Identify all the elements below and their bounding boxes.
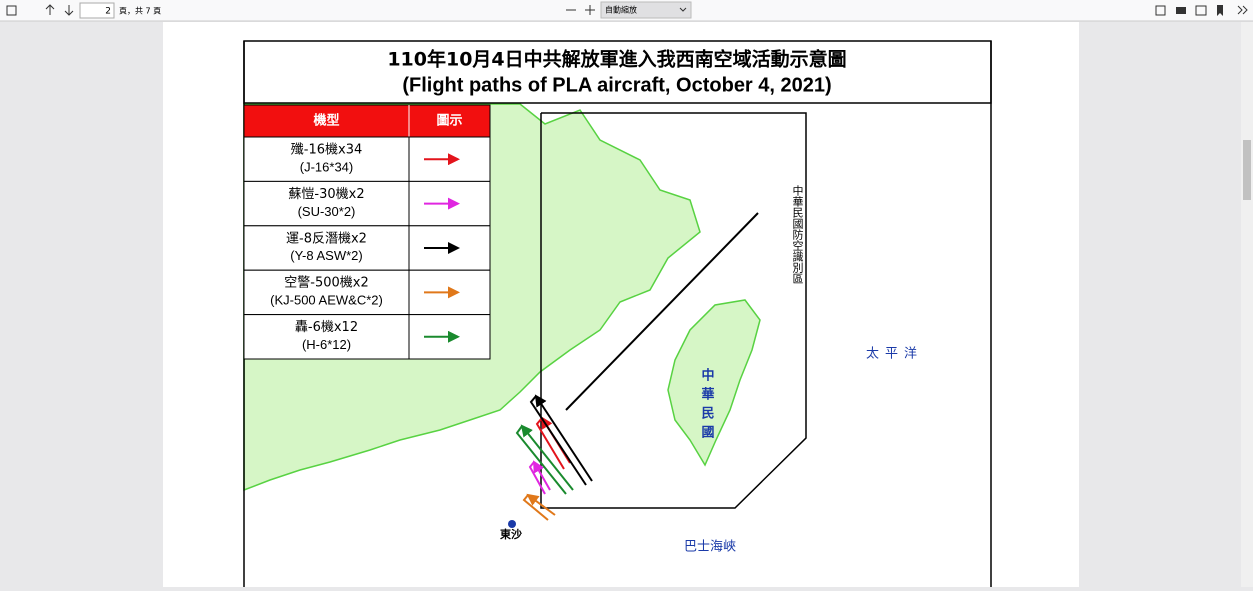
taiwan-label: 中華民國: [699, 367, 715, 444]
adiz-label: 中華民國防空識別區: [791, 185, 804, 284]
page-number: 2: [105, 7, 111, 17]
aircraft-name-en: (KJ-500 AEW&C*2): [270, 293, 383, 308]
aircraft-name-zh: 運-8反潛機x2: [286, 231, 367, 246]
zoom-caret: [679, 7, 687, 12]
next-page[interactable]: [64, 5, 74, 16]
aircraft-name-en: (J-16*34): [300, 159, 353, 174]
sidebar-toggle[interactable]: [6, 5, 17, 16]
prev-page[interactable]: [45, 4, 55, 15]
aircraft-name-en: (Y-8 ASW*2): [290, 248, 363, 263]
legend-header: [243, 104, 491, 138]
legend-header-text: 機型: [313, 113, 339, 129]
zoom-select[interactable]: [600, 1, 692, 19]
scroll-thumb[interactable]: [1243, 140, 1251, 200]
aircraft-name-en: (H-6*12): [302, 337, 351, 352]
flight-path: [520, 424, 574, 491]
aircraft-name-zh: 蘇愷-30機x2: [288, 187, 364, 202]
flight-path: [535, 417, 565, 470]
scrollbar: [1241, 22, 1253, 587]
dongsha-dot: [508, 520, 516, 528]
legend: 機型 圖示殲-16機x34(J-16*34) 蘇愷-30機x2 (SU-30*2) 運-…: [243, 104, 491, 360]
flight-path: [515, 425, 567, 495]
zoom-in[interactable]: [585, 5, 595, 15]
aircraft-name-zh: 空警-500機x2: [284, 275, 368, 291]
flight-path: [534, 394, 593, 482]
presentation[interactable]: [1155, 5, 1166, 16]
page-count: 頁，共 7 頁: [119, 7, 161, 16]
aircraft-name-zh: 轟-6機x12: [295, 319, 358, 335]
flight-path: [526, 493, 556, 516]
flight-path: [528, 461, 546, 495]
aircraft-name-zh: 殲-16機x34: [291, 143, 362, 158]
legend-header-text: 圖示: [436, 113, 462, 129]
title-zh: 110年10月4日中共解放軍進入我西南空域活動示意圖: [387, 48, 846, 71]
adiz-boundary: [540, 112, 807, 509]
page-input[interactable]: [79, 2, 115, 19]
flight-path: [533, 460, 551, 491]
zoom-value: 自動縮放: [605, 5, 637, 15]
bashi-label: 巴士海峽: [684, 540, 736, 555]
title-en: (Flight paths of PLA aircraft, October 4…: [402, 74, 831, 96]
flight-path: [529, 395, 587, 486]
taiwan: [667, 299, 761, 467]
bookmark[interactable]: [1217, 5, 1223, 16]
download[interactable]: [1195, 5, 1207, 16]
aircraft-name-en: (SU-30*2): [298, 204, 356, 219]
pacific-label: 太平洋: [866, 347, 923, 362]
print[interactable]: [1176, 7, 1186, 14]
tools[interactable]: [1237, 5, 1248, 15]
flight-path: [522, 494, 549, 521]
median-line: [565, 212, 759, 411]
dongsha-label: 東沙: [500, 527, 522, 541]
